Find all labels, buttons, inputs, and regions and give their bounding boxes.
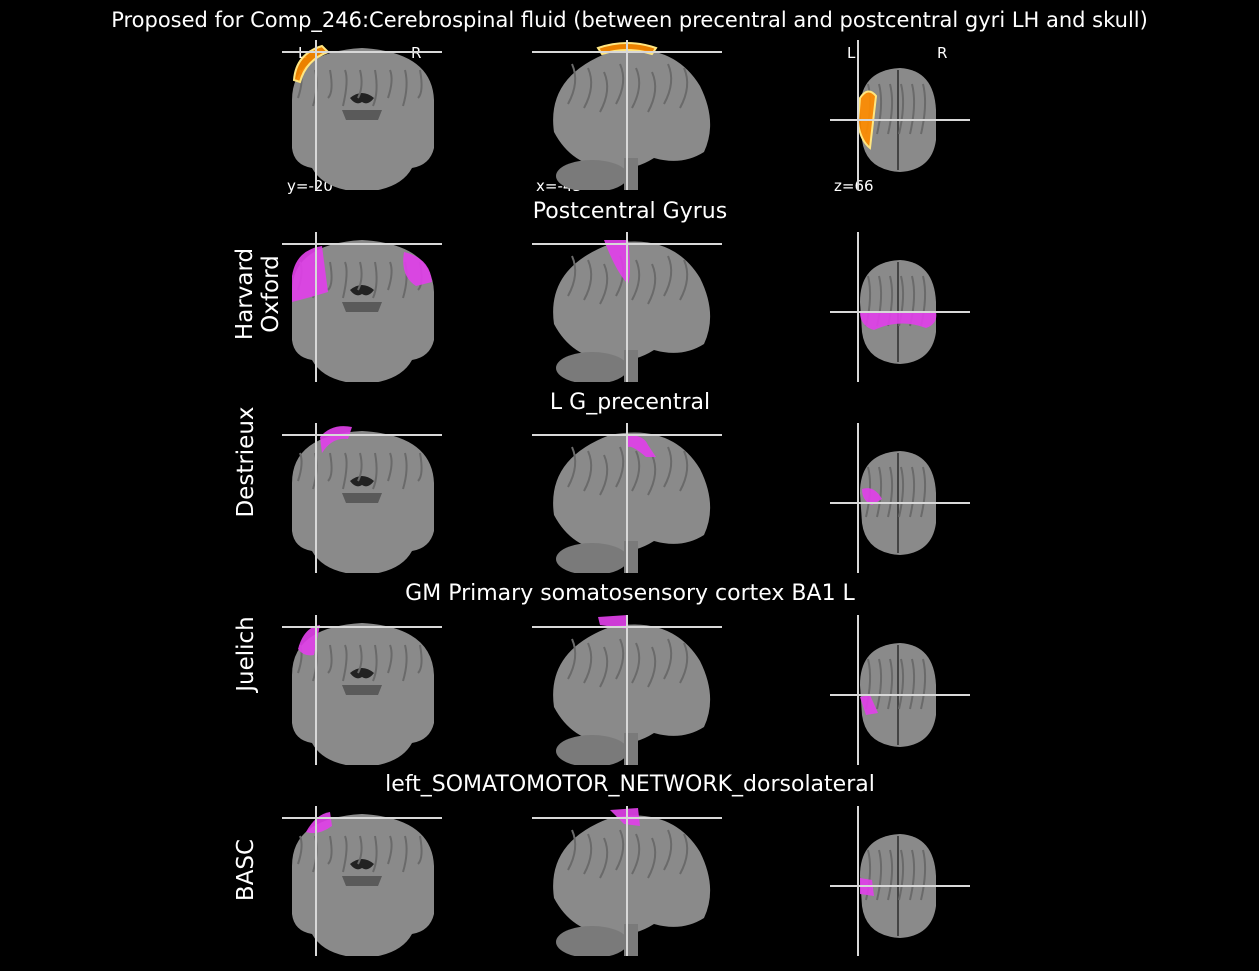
panel-row0-sagittal	[532, 40, 722, 190]
coronal-brain-slice	[292, 48, 434, 190]
axial-crosshair-row2	[830, 423, 970, 573]
panel-row1-coronal	[282, 232, 442, 382]
panel-row0-axial	[830, 40, 970, 190]
sagittal-crosshair-row3	[532, 615, 722, 765]
axial-overlay-row3	[860, 695, 878, 715]
sagittal-brain-slice	[553, 815, 711, 956]
region-title-destrieux: L G_precentral	[549, 390, 711, 415]
sagittal-crosshair-row0	[532, 40, 722, 190]
region-title-juelich: GM Primary somatosensory cortex BA1 L	[405, 581, 855, 606]
sagittal-overlay-row2	[628, 435, 656, 457]
left-orientation-label-axial: L	[847, 44, 856, 62]
coronal-coordinate: y=-20	[287, 177, 333, 195]
figure-title: Proposed for Comp_246:Cerebrospinal flui…	[111, 8, 1148, 32]
sagittal-overlay-row1	[604, 240, 630, 284]
panel-row4-axial	[830, 806, 970, 956]
axial-crosshair-row0	[830, 40, 970, 190]
panel-row3-coronal	[282, 615, 442, 765]
sagittal-brain-slice	[553, 49, 711, 190]
panel-row2-coronal	[282, 423, 442, 573]
coronal-crosshair-row2	[282, 423, 442, 573]
coronal-overlay-row2	[320, 426, 352, 453]
sagittal-crosshair-row1	[532, 232, 722, 382]
axial-coordinate: z=66	[834, 177, 874, 195]
atlas-label-harvard-oxford: Harvard Oxford	[232, 247, 284, 341]
atlas-label-destrieux: Destrieux	[233, 406, 259, 518]
coronal-crosshair-row1	[282, 232, 442, 382]
coronal-brain-slice	[292, 814, 434, 956]
sagittal-brain-slice	[553, 624, 711, 765]
panel-row4-sagittal	[532, 806, 722, 956]
sagittal-overlay-row3	[598, 615, 628, 629]
axial-crosshair-row3	[830, 615, 970, 765]
region-title-harvard-oxford: Postcentral Gyrus	[532, 199, 728, 224]
coronal-crosshair-row4	[282, 806, 442, 956]
axial-overlay-row2	[862, 488, 882, 505]
panel-row3-axial	[830, 615, 970, 765]
panel-row1-axial	[830, 232, 970, 382]
atlas-label-juelich: Juelich	[233, 616, 259, 692]
coronal-crosshair-row3	[282, 615, 442, 765]
panel-row0-coronal	[282, 40, 442, 190]
axial-crosshair-row4	[830, 806, 970, 956]
panel-row1-sagittal	[532, 232, 722, 382]
panel-row2-sagittal	[532, 423, 722, 573]
region-title-basc: left_SOMATOMOTOR_NETWORK_dorsolateral	[385, 772, 875, 797]
axial-overlay-row1	[860, 312, 937, 330]
right-orientation-label-axial: R	[937, 44, 948, 62]
coronal-brain-slice	[292, 623, 434, 765]
panel-row2-axial	[830, 423, 970, 573]
coronal-overlay-row3	[298, 625, 320, 656]
coronal-brain-slice	[292, 240, 434, 382]
atlas-label-basc: BASC	[233, 838, 259, 902]
sagittal-brain-slice	[553, 432, 711, 573]
panel-row3-sagittal	[532, 615, 722, 765]
sagittal-crosshair-row2	[532, 423, 722, 573]
sagittal-crosshair-row4	[532, 806, 722, 956]
sagittal-brain-slice	[553, 241, 711, 382]
axial-crosshair-row1	[830, 232, 970, 382]
panel-row4-coronal	[282, 806, 442, 956]
coronal-brain-slice	[292, 431, 434, 573]
coronal-overlay-row1	[292, 246, 432, 302]
coronal-crosshair-row0	[282, 40, 442, 190]
